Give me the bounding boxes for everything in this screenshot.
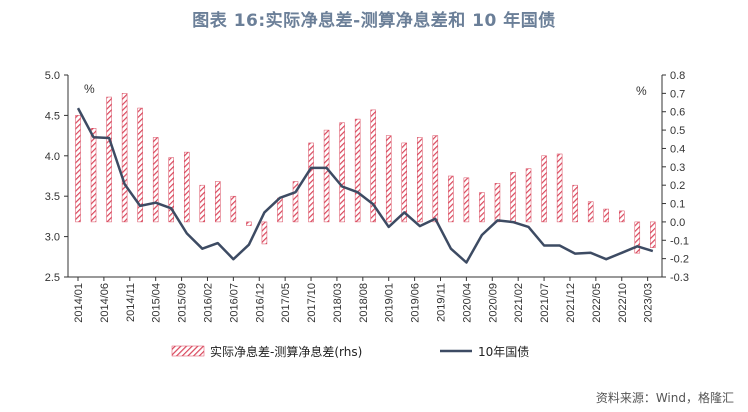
right-tick-label: 0.3: [670, 162, 685, 174]
bar-mark: [184, 151, 190, 223]
bar-mark: [339, 122, 345, 223]
bar-mark: [463, 177, 470, 223]
bar-mark: [650, 221, 656, 248]
bar-series: [75, 93, 656, 254]
bar-mark: [106, 96, 112, 223]
legend-line-label: 10年国债: [478, 345, 529, 359]
bar-mark: [634, 221, 641, 254]
bar-mark: [619, 210, 625, 223]
bar-mark: [277, 197, 283, 223]
x-tick-label: 2015/09: [177, 283, 189, 323]
x-tick-label: 2014/06: [99, 283, 111, 323]
x-tick-label: 2017/10: [306, 283, 318, 323]
bar-mark: [230, 195, 237, 223]
x-tick-label: 2016/07: [228, 283, 240, 323]
bar-mark: [323, 129, 330, 223]
bar-mark: [603, 208, 609, 223]
bar-mark: [215, 181, 221, 223]
x-tick-label: 2020/04: [461, 283, 473, 323]
right-tick-label: -0.1: [670, 235, 689, 247]
right-tick-label: 0.0: [670, 217, 685, 229]
bar-mark: [152, 137, 159, 223]
x-tick-label: 2020/09: [487, 283, 499, 323]
bar-mark: [168, 157, 174, 223]
left-tick-label: 2.5: [45, 272, 60, 284]
x-tick-label: 2019/11: [436, 283, 448, 322]
bar-mark: [308, 142, 314, 223]
x-tick-label: 2019/06: [410, 283, 422, 323]
bar-mark: [494, 183, 501, 223]
left-unit-label: %: [84, 82, 95, 96]
bar-mark: [75, 115, 81, 223]
x-tick-label: 2021/02: [513, 283, 525, 323]
bar-mark: [370, 109, 376, 223]
left-tick-label: 3.0: [45, 232, 60, 244]
bar-mark: [541, 155, 547, 223]
left-tick-label: 4.0: [45, 151, 60, 163]
line-10y-bond: [76, 107, 654, 264]
bar-mark: [432, 135, 439, 223]
bar-mark: [385, 135, 392, 223]
bar-mark: [556, 153, 563, 223]
bar-mark: [525, 168, 532, 223]
bar-mark: [354, 118, 361, 223]
right-tick-label: 0.4: [670, 143, 685, 155]
x-tick-label: 2022/10: [617, 283, 629, 323]
bar-mark: [261, 221, 268, 245]
bar-mark: [417, 137, 423, 223]
right-unit-label: %: [636, 84, 647, 98]
bar-mark: [587, 201, 594, 223]
x-tick-label: 2014/01: [73, 283, 85, 323]
bar-mark: [90, 128, 97, 223]
bar-mark: [401, 142, 407, 223]
bar-mark: [448, 175, 454, 223]
bar-mark: [121, 93, 128, 223]
right-tick-label: -0.2: [670, 254, 689, 266]
bar-mark: [292, 181, 299, 223]
bar-mark: [246, 221, 252, 226]
right-tick-label: -0.3: [670, 272, 689, 284]
right-tick-label: 0.1: [670, 199, 685, 211]
line-series: [76, 107, 654, 264]
x-tick-label: 2021/12: [565, 283, 577, 323]
bar-mark: [510, 172, 516, 223]
left-tick-label: 3.5: [45, 191, 60, 203]
x-tick-label: 2019/01: [384, 283, 396, 323]
source-note: 资料来源：Wind，格隆汇: [595, 391, 734, 405]
x-tick-label: 2016/12: [254, 283, 266, 323]
right-tick-label: 0.6: [670, 107, 685, 119]
chart-title: 图表 16:实际净息差-测算净息差和 10 年国债: [192, 11, 556, 31]
x-tick-label: 2016/02: [202, 283, 214, 323]
x-tick-label: 2014/11: [125, 283, 137, 322]
legend: 实际净息差-测算净息差(rhs) 10年国债: [171, 344, 529, 359]
x-tick-label: 2015/04: [151, 283, 163, 323]
right-tick-label: 0.2: [670, 180, 685, 192]
x-tick-label: 2017/05: [280, 283, 292, 323]
left-tick-label: 4.5: [45, 110, 60, 122]
x-tick-label: 2022/05: [591, 283, 603, 323]
right-tick-label: 0.8: [670, 70, 685, 82]
x-tick-label: 2018/03: [332, 283, 344, 323]
right-tick-label: 0.7: [670, 88, 685, 100]
x-tick-label: 2023/03: [643, 283, 655, 323]
x-tick-label: 2021/07: [539, 283, 551, 323]
left-tick-label: 5.0: [45, 70, 60, 82]
legend-bar-label: 实际净息差-测算净息差(rhs): [210, 344, 362, 359]
right-tick-label: 0.5: [670, 125, 685, 137]
bar-mark: [572, 184, 578, 223]
legend-bar-swatch: [171, 345, 205, 357]
x-tick-label: 2018/08: [358, 283, 370, 323]
axes-group: 2.5 3.0 3.5 4.0 4.5 5.0 -0.3 -0.2 -0.1 0.0 0.1 0.2 0…: [45, 70, 689, 323]
bar-mark: [479, 192, 485, 223]
bar-mark: [199, 184, 206, 223]
bar-mark: [137, 107, 143, 223]
